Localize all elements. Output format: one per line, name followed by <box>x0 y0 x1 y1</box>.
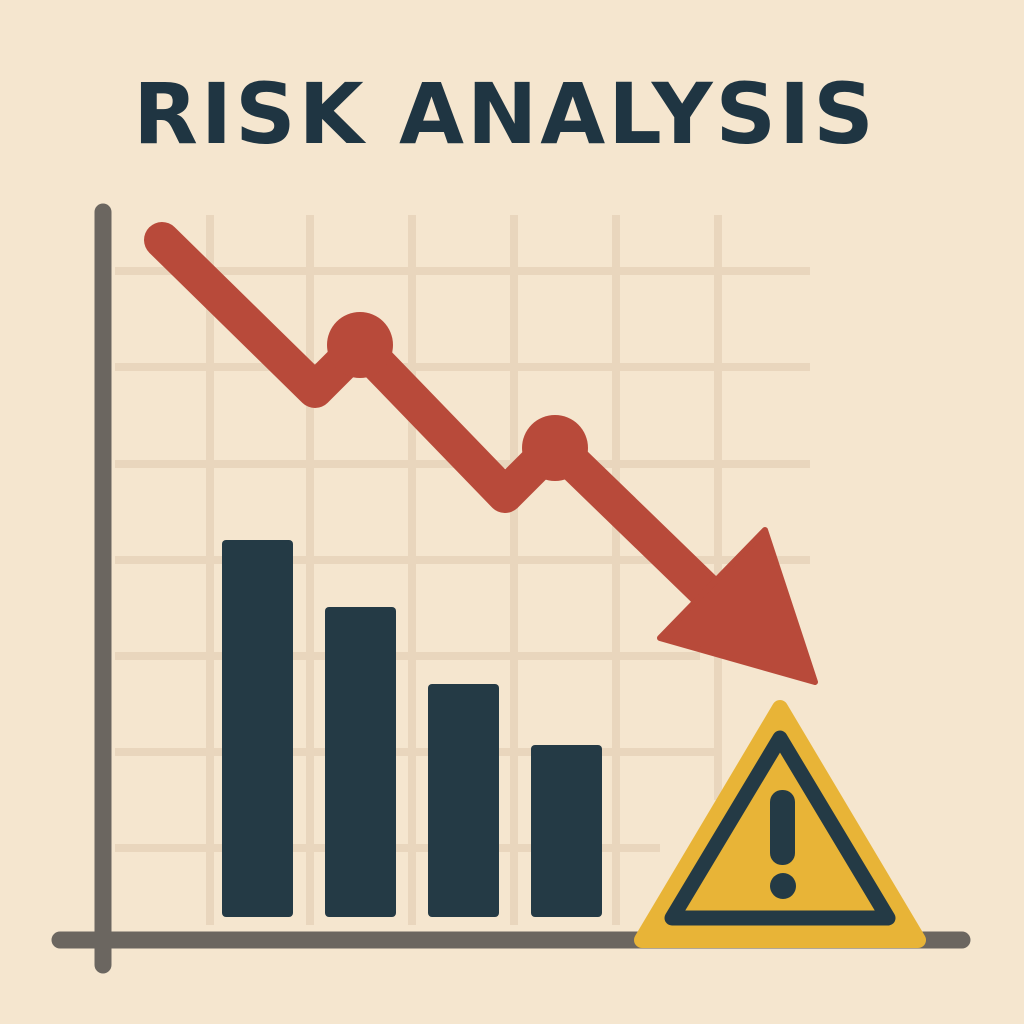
warning-icon <box>634 700 926 948</box>
title: RISK ANALYSIS <box>133 65 877 163</box>
bar <box>428 684 499 917</box>
arrow-head <box>657 527 818 685</box>
trend-arrow <box>144 222 818 685</box>
bar <box>325 607 396 917</box>
exclamation-bar <box>770 790 795 865</box>
arrow-node <box>327 312 393 378</box>
arrow-line <box>144 222 733 618</box>
bars <box>222 540 602 917</box>
exclamation-dot <box>770 873 796 899</box>
bar <box>531 745 602 917</box>
bar <box>222 540 293 917</box>
arrow-node <box>522 415 588 481</box>
